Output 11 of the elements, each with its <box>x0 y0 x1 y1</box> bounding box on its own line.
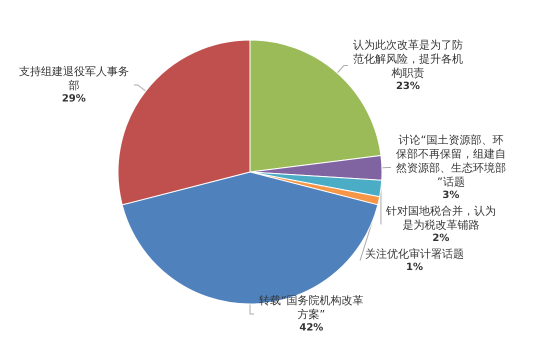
slice-label: 针对国地税合并，认为是为税改革铺路 <box>384 204 496 232</box>
slice-label: 关注优化审计署话题 <box>365 248 464 261</box>
data-label: 23% <box>396 80 420 92</box>
slice-label: 讨论“国土资源部、环保部不再保留，组建自然资源部、生态环境部”话题 <box>396 134 506 189</box>
data-label: 3% <box>442 190 460 202</box>
data-label: 29% <box>62 93 86 104</box>
slice-label: 支持组建退役军人事务部 <box>18 64 129 92</box>
data-label: 42% <box>299 322 324 334</box>
data-label: 2% <box>432 233 450 244</box>
data-label: 1% <box>406 262 424 274</box>
slice-label: 认为此次改革是为了防范化解风险，提升各机构职责 <box>352 38 463 80</box>
